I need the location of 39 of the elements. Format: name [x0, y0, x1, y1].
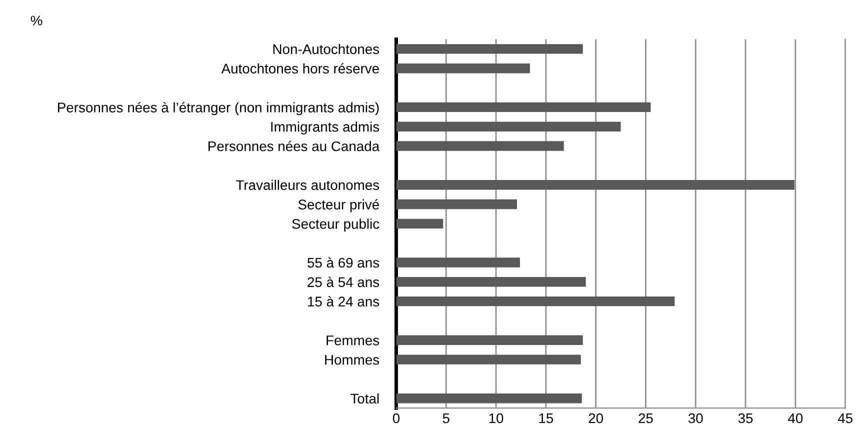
y-tick-label: 15 à 24 ans — [308, 296, 380, 306]
bar — [396, 258, 520, 268]
y-tick-label: Autochtones hors réserve — [221, 63, 379, 74]
x-tick-label: 30 — [688, 413, 703, 424]
x-tick-label: 45 — [838, 413, 852, 424]
bar — [396, 218, 444, 229]
bar — [396, 296, 675, 306]
x-tick-label: 35 — [738, 413, 753, 424]
x-tick-label: 0 — [392, 413, 400, 424]
y-tick-label: 55 à 69 ans — [308, 257, 380, 268]
y-tick-label: Secteur privé — [298, 199, 379, 212]
bar — [396, 354, 581, 364]
x-tick-label: 20 — [588, 413, 604, 424]
bar — [396, 394, 582, 404]
y-tick-label: Immigrants admis — [271, 122, 380, 135]
y-tick-label: Personnes nées au Canada — [208, 140, 380, 152]
x-tick-label: 40 — [788, 413, 803, 424]
y-tick-label: Total — [350, 393, 379, 404]
y-tick-label: Femmes — [326, 336, 380, 346]
bar — [396, 335, 583, 345]
y-tick-label: Travailleurs autonomes — [236, 180, 380, 190]
x-tick-label: 10 — [489, 413, 504, 424]
bar — [396, 44, 583, 54]
bar — [396, 102, 651, 112]
text: % — [30, 16, 42, 26]
bar — [396, 141, 564, 151]
bar — [396, 180, 794, 190]
y-tick-label: Personnes nées à l’étranger (non immigrants admis) — [58, 102, 379, 116]
y-tick-label: 25 à 54 ans — [308, 276, 380, 288]
y-tick-label: Hommes — [325, 355, 380, 365]
bar — [396, 122, 621, 132]
bar — [396, 199, 517, 210]
x-tick-label: 15 — [539, 413, 554, 424]
bar — [396, 64, 530, 74]
x-tick-label: 5 — [442, 413, 450, 424]
x-tick-label: 25 — [638, 413, 653, 424]
bar — [396, 277, 586, 287]
y-tick-label: Non-Autochtones — [273, 44, 380, 54]
y-tick-label: Secteur public — [292, 218, 380, 232]
